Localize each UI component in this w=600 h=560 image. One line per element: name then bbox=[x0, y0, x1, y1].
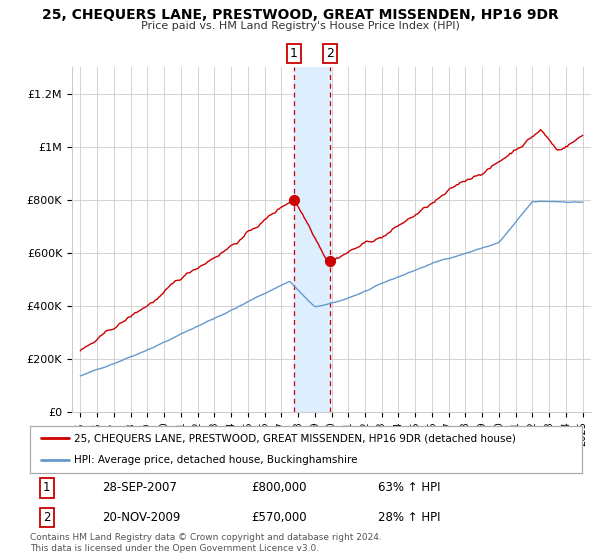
Bar bbox=[294, 67, 330, 412]
Text: 28% ↑ HPI: 28% ↑ HPI bbox=[378, 511, 440, 524]
Text: 2: 2 bbox=[326, 47, 334, 60]
Text: 2: 2 bbox=[43, 511, 50, 524]
Text: 25, CHEQUERS LANE, PRESTWOOD, GREAT MISSENDEN, HP16 9DR: 25, CHEQUERS LANE, PRESTWOOD, GREAT MISS… bbox=[41, 8, 559, 22]
Text: 20-NOV-2009: 20-NOV-2009 bbox=[102, 511, 180, 524]
Text: HPI: Average price, detached house, Buckinghamshire: HPI: Average price, detached house, Buck… bbox=[74, 455, 358, 465]
Text: 28-SEP-2007: 28-SEP-2007 bbox=[102, 481, 176, 494]
Text: Contains HM Land Registry data © Crown copyright and database right 2024.
This d: Contains HM Land Registry data © Crown c… bbox=[30, 533, 382, 553]
Text: £800,000: £800,000 bbox=[251, 481, 307, 494]
Text: 25, CHEQUERS LANE, PRESTWOOD, GREAT MISSENDEN, HP16 9DR (detached house): 25, CHEQUERS LANE, PRESTWOOD, GREAT MISS… bbox=[74, 433, 516, 444]
Text: 1: 1 bbox=[290, 47, 298, 60]
Text: Price paid vs. HM Land Registry's House Price Index (HPI): Price paid vs. HM Land Registry's House … bbox=[140, 21, 460, 31]
Text: 63% ↑ HPI: 63% ↑ HPI bbox=[378, 481, 440, 494]
Text: 1: 1 bbox=[43, 481, 50, 494]
Text: £570,000: £570,000 bbox=[251, 511, 307, 524]
